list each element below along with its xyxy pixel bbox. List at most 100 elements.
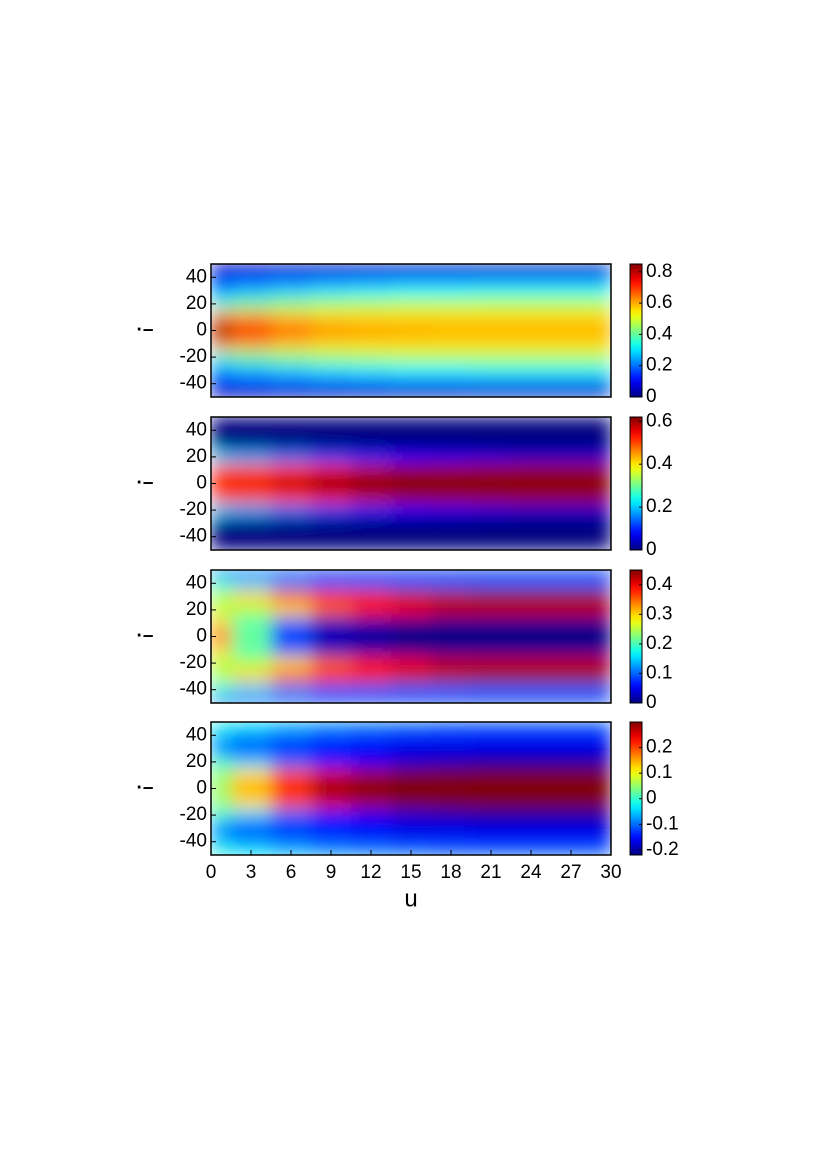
heatmap-cell — [391, 722, 432, 730]
heatmap-cell — [211, 629, 232, 644]
heatmap-cell — [471, 656, 512, 671]
heatmap-cell — [351, 821, 392, 836]
heatmap-cell — [391, 755, 432, 770]
heatmap-cell — [351, 270, 392, 285]
x-tick-label: 12 — [360, 862, 381, 883]
heatmap-cell — [351, 616, 392, 631]
heatmap-cell — [351, 503, 392, 518]
heatmap-cell — [551, 576, 592, 591]
heatmap-cell — [271, 795, 312, 809]
heatmap-cell — [351, 643, 392, 657]
heatmap-cell — [231, 669, 272, 684]
heatmap-cell — [511, 768, 552, 783]
heatmap-cell — [551, 270, 592, 285]
heatmap-cell — [591, 808, 611, 823]
heatmap-cell — [471, 323, 512, 338]
heatmap-cell — [471, 603, 512, 618]
heatmap-cell — [591, 530, 611, 544]
heatmap-cell — [591, 629, 611, 644]
heatmap-cell — [271, 768, 312, 783]
heatmap-cell — [551, 390, 592, 397]
heatmap-cell — [431, 543, 472, 550]
heatmap-cell — [211, 848, 232, 855]
heatmap-cell — [551, 337, 592, 351]
heatmap-cell — [431, 436, 472, 451]
heatmap-cell — [591, 848, 611, 855]
heatmap-cell — [231, 463, 272, 478]
heatmap-cell — [591, 377, 611, 391]
heatmap-cell — [311, 390, 352, 397]
heatmap-cell — [551, 463, 592, 478]
heatmap-cell — [271, 755, 312, 770]
heatmap-cell — [431, 755, 472, 770]
heatmap-cell — [231, 390, 272, 397]
heatmap-cell — [211, 390, 232, 397]
heatmap-cell — [471, 821, 512, 836]
heatmap-cell — [351, 576, 392, 591]
heatmap-cell — [271, 629, 312, 644]
heatmap-cell — [311, 643, 352, 657]
colorbar-tick-label: 0.1 — [646, 762, 672, 783]
heatmap-cell — [211, 417, 232, 425]
heatmap-cells — [211, 722, 611, 855]
heatmap-cell — [551, 616, 592, 631]
heatmap-cell — [311, 337, 352, 351]
heatmap-cell — [391, 463, 432, 478]
heatmap-cell — [471, 283, 512, 298]
heatmap-cell — [311, 821, 352, 836]
heatmap-cell — [431, 350, 472, 365]
heatmap-cell — [591, 781, 611, 796]
x-axis-label: u — [404, 885, 417, 912]
heatmap-cell — [211, 436, 232, 451]
heatmap-cell — [391, 683, 432, 697]
heatmap-cell — [231, 570, 272, 578]
colorbar-tick-label: -0.2 — [646, 839, 679, 860]
heatmap-cell — [271, 616, 312, 631]
heatmap-cell — [551, 728, 592, 743]
heatmap-cell — [231, 781, 272, 796]
heatmap-cell — [211, 741, 232, 756]
heatmap-cell — [511, 835, 552, 849]
heatmap-cell — [231, 350, 272, 365]
heatmap-field — [211, 417, 611, 550]
heatmap-cell — [211, 570, 232, 578]
heatmap-cell — [431, 741, 472, 756]
heatmap-cell — [231, 310, 272, 325]
heatmap-cell — [211, 377, 232, 391]
heatmap-cell — [271, 490, 312, 504]
heatmap-cell — [551, 264, 592, 272]
heatmap-cell — [591, 835, 611, 849]
y-tick-label: 0 — [196, 778, 207, 799]
heatmap-cell — [431, 463, 472, 478]
heatmap-cell — [471, 755, 512, 770]
heatmap-cell — [551, 423, 592, 438]
heatmap-cell — [231, 656, 272, 671]
heatmap-cell — [471, 589, 512, 604]
heatmap-cell — [591, 490, 611, 504]
heatmap-cell — [311, 530, 352, 544]
heatmap-cell — [311, 669, 352, 684]
heatmap-cell — [511, 310, 552, 325]
heatmap-cell — [551, 603, 592, 618]
heatmap-cell — [271, 390, 312, 397]
x-tick-label: 18 — [440, 862, 461, 883]
heatmap-cell — [351, 741, 392, 756]
heatmap-cell — [211, 423, 232, 438]
heatmap-cell — [471, 264, 512, 272]
heatmap-cell — [231, 696, 272, 703]
heatmap-cell — [471, 350, 512, 365]
heatmap-cell — [231, 264, 272, 272]
heatmap-cell — [431, 503, 472, 518]
heatmap-cell — [311, 270, 352, 285]
heatmap-cell — [471, 835, 512, 849]
heatmap-cell — [431, 417, 472, 425]
heatmap-cell — [311, 629, 352, 644]
heatmap-cell — [311, 417, 352, 425]
heatmap-cell — [231, 417, 272, 425]
heatmap-cell — [231, 821, 272, 836]
heatmap-cell — [471, 768, 512, 783]
heatmap-cell — [211, 722, 232, 730]
heatmap-cell — [431, 603, 472, 618]
heatmap-cell — [351, 264, 392, 272]
